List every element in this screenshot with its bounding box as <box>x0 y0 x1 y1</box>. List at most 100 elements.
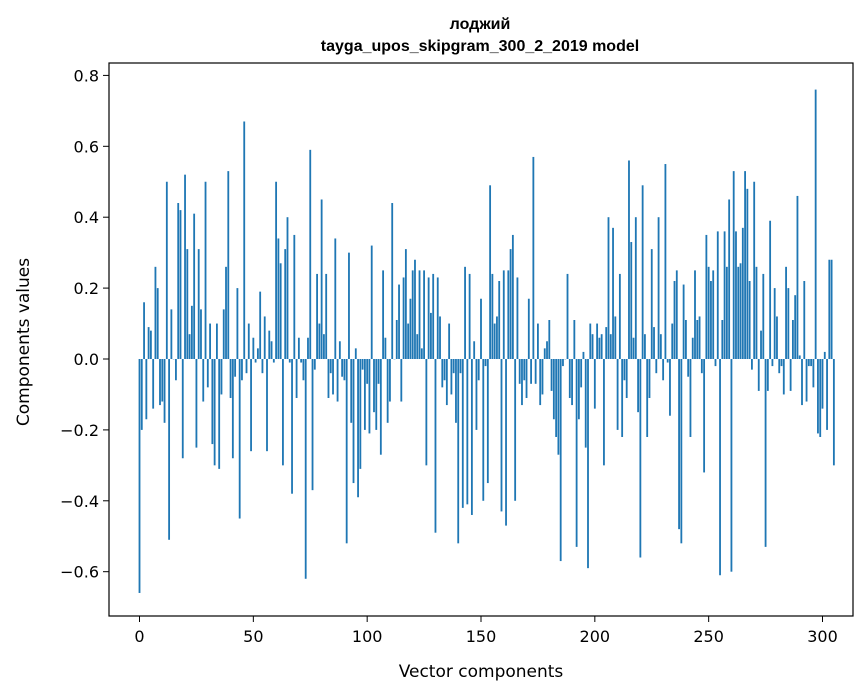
bar <box>521 359 523 406</box>
bar <box>161 359 164 402</box>
bar <box>769 220 772 359</box>
bar <box>525 359 528 398</box>
bar <box>425 359 428 466</box>
bar <box>593 359 596 409</box>
bar <box>716 231 719 359</box>
bar <box>516 277 519 359</box>
bar <box>721 320 724 359</box>
bar <box>819 359 822 437</box>
bar <box>163 359 166 423</box>
bar <box>678 359 680 530</box>
bar <box>737 266 740 359</box>
bar <box>286 217 289 359</box>
bar <box>282 359 284 466</box>
bar <box>277 238 280 359</box>
bar <box>345 359 348 544</box>
bar <box>637 359 639 413</box>
bar <box>828 259 831 359</box>
bar <box>243 121 246 360</box>
bar <box>730 359 733 572</box>
bar <box>757 359 760 391</box>
bar <box>400 359 403 402</box>
bar <box>812 359 815 388</box>
bar <box>628 160 630 359</box>
bar <box>705 234 708 359</box>
bar <box>368 359 371 434</box>
x-axis-ticks: 0 50 100 150 200 250 300 <box>134 616 838 646</box>
bar <box>222 309 225 359</box>
bar <box>227 171 230 359</box>
bar <box>500 359 503 512</box>
bar <box>211 359 214 445</box>
bar <box>398 284 400 359</box>
bar <box>700 359 703 374</box>
bar <box>370 245 373 359</box>
bar <box>384 337 387 359</box>
bar <box>694 270 696 359</box>
bar <box>386 359 389 423</box>
bar <box>810 359 813 367</box>
bar <box>291 359 293 494</box>
bar <box>659 334 662 359</box>
bar <box>648 359 651 398</box>
bar <box>268 330 271 359</box>
bar <box>748 281 751 359</box>
bar <box>430 312 432 359</box>
bar <box>441 359 444 388</box>
bar <box>354 348 357 359</box>
bar <box>445 359 448 406</box>
bar <box>682 284 685 359</box>
bar <box>177 203 180 359</box>
y-tick-label: −0.6 <box>60 563 99 582</box>
bar <box>773 288 776 359</box>
y-tick-label: 0.6 <box>74 137 99 156</box>
bar <box>448 323 451 359</box>
bar <box>480 298 482 359</box>
bar <box>464 266 466 359</box>
bar <box>826 359 828 430</box>
bar <box>402 277 405 359</box>
bar <box>341 359 344 377</box>
bar <box>746 188 749 359</box>
bar <box>197 249 200 359</box>
bar <box>204 181 207 359</box>
bar <box>557 359 560 455</box>
bar <box>309 149 312 359</box>
bar <box>505 359 507 526</box>
bar <box>411 270 414 359</box>
bar <box>238 359 241 519</box>
bar <box>175 359 177 381</box>
bar <box>673 281 676 359</box>
bar <box>336 359 339 402</box>
bar <box>261 359 264 374</box>
bar <box>618 273 621 359</box>
bar <box>452 359 455 374</box>
bar <box>817 359 819 434</box>
bar <box>361 359 364 370</box>
bar <box>154 266 157 359</box>
bar <box>234 359 237 377</box>
bar <box>548 320 551 359</box>
bar <box>325 273 328 359</box>
bar <box>329 359 332 374</box>
y-tick-label: 0.2 <box>74 279 99 298</box>
bar <box>216 323 218 359</box>
bar <box>782 359 785 395</box>
bar <box>138 359 141 593</box>
bar <box>791 320 794 359</box>
y-tick-label: 0.8 <box>74 66 99 85</box>
bar <box>573 320 576 359</box>
bar <box>518 359 521 384</box>
bar <box>482 359 485 501</box>
bar <box>814 89 817 359</box>
bar <box>407 323 410 359</box>
bar <box>511 234 514 359</box>
bar <box>236 288 239 359</box>
bar <box>275 181 278 359</box>
bar <box>780 359 783 367</box>
bar <box>168 359 171 540</box>
bar <box>461 359 464 508</box>
bar <box>803 281 806 359</box>
bar <box>509 249 512 359</box>
bar <box>664 164 667 359</box>
